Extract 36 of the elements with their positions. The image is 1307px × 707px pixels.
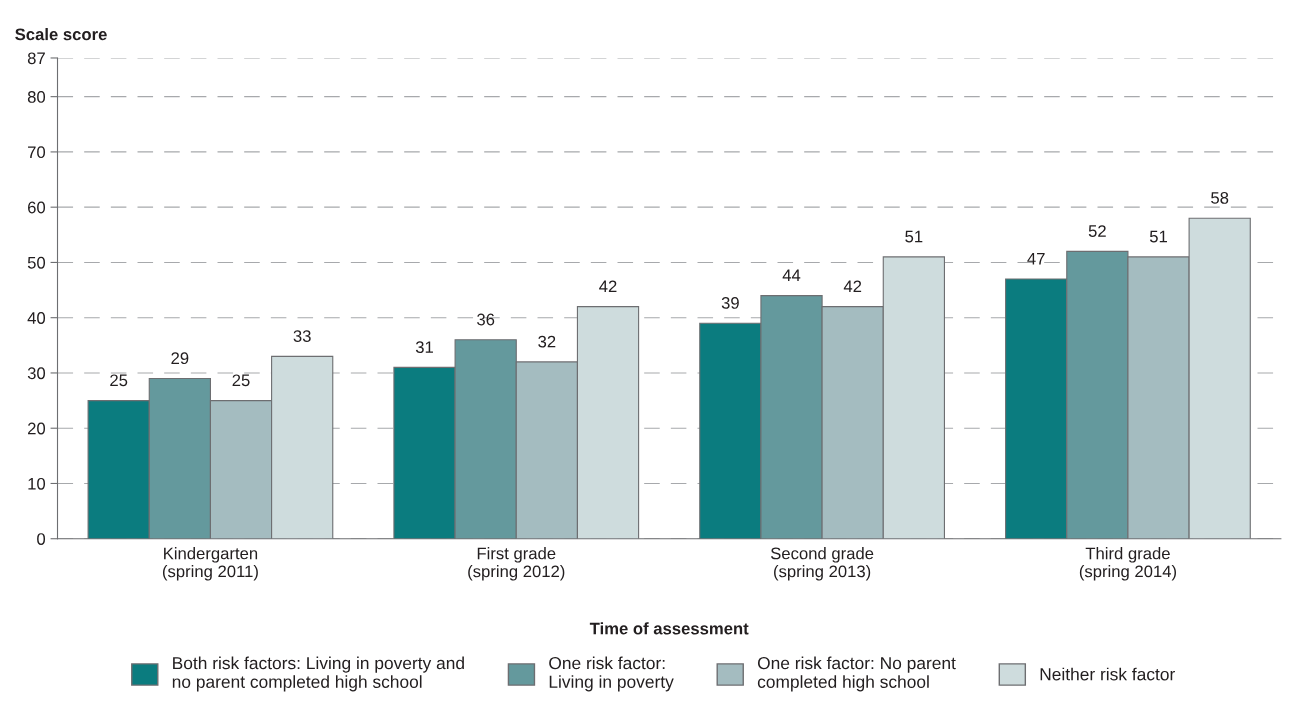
x-tick-label: Kindergarten (spring 2011) xyxy=(162,547,258,581)
y-axis-title: Scale score xyxy=(15,28,107,41)
y-tick-label: 70 xyxy=(28,146,46,159)
data-label: 42 xyxy=(843,280,862,293)
data-label: 47 xyxy=(1027,252,1045,265)
y-tick-label: 80 xyxy=(27,91,46,103)
data-label: 25 xyxy=(110,374,128,387)
data-label: 51 xyxy=(1149,230,1167,243)
y-tick-label: 10 xyxy=(28,477,46,490)
legend-label: Both risk factors: Living in poverty and no parent completed high school xyxy=(172,656,464,692)
data-label: 29 xyxy=(171,352,189,365)
legend-label: Neither risk factor xyxy=(1040,667,1175,681)
data-label: 25 xyxy=(232,374,250,387)
data-label: 39 xyxy=(721,297,739,309)
data-label: 33 xyxy=(293,330,311,342)
data-label: 36 xyxy=(477,313,495,326)
y-tick-label: 50 xyxy=(27,256,46,269)
legend-label: One risk factor: Living in poverty xyxy=(549,656,674,692)
data-label: 58 xyxy=(1211,192,1229,204)
legend-label: One risk factor: No parent completed high school xyxy=(757,656,956,692)
x-tick-label: First grade (spring 2012) xyxy=(468,547,565,581)
y-tick-label: 30 xyxy=(27,367,46,380)
y-tick-label: 87 xyxy=(27,52,45,65)
data-label: 52 xyxy=(1088,225,1106,237)
data-label: 51 xyxy=(905,230,923,243)
y-tick-label: 20 xyxy=(28,422,46,435)
data-label: 42 xyxy=(599,280,617,293)
x-axis-title: Time of assessment xyxy=(589,622,749,635)
x-tick-label: Third grade (spring 2014) xyxy=(1079,547,1177,581)
x-tick-label: Second grade (spring 2013) xyxy=(770,547,874,581)
y-tick-label: 40 xyxy=(27,312,46,324)
data-label: 32 xyxy=(538,335,556,348)
y-tick-label: 60 xyxy=(28,201,46,214)
data-label: 44 xyxy=(782,269,801,282)
data-label: 31 xyxy=(415,341,433,354)
y-tick-label: 0 xyxy=(37,533,46,545)
